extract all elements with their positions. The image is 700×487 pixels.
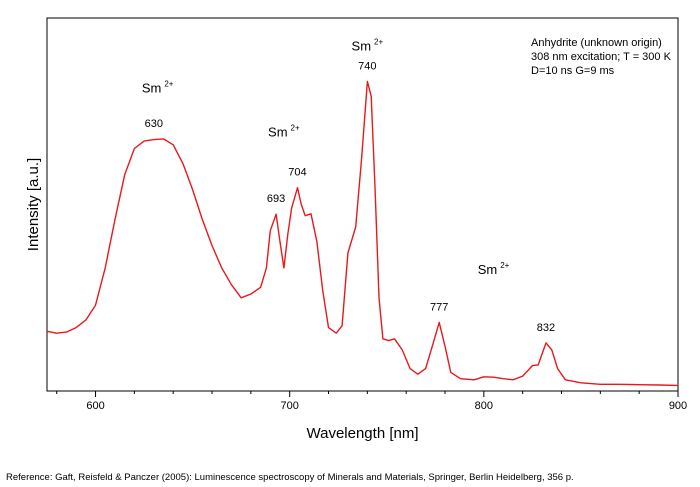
info-line: D=10 ns G=9 ms xyxy=(531,65,615,77)
peak-label: 630 xyxy=(145,118,163,130)
peak-label: 777 xyxy=(430,301,448,313)
ion-label: Sm 2+ xyxy=(268,124,300,140)
peak-label: 704 xyxy=(288,167,306,179)
peak-label: 740 xyxy=(358,60,376,72)
x-tick-label: 800 xyxy=(475,400,493,412)
peak-label: 832 xyxy=(537,322,555,334)
plot-frame xyxy=(46,17,679,392)
x-tick-label: 900 xyxy=(669,400,687,412)
x-tick-label: 700 xyxy=(281,400,299,412)
x-tick-label: 600 xyxy=(86,400,104,412)
spectrum-line xyxy=(46,80,679,387)
x-axis-title: Wavelength [nm] xyxy=(307,425,419,442)
info-line: Anhydrite (unknown origin) xyxy=(531,37,662,49)
y-axis-title: Intensity [a.u.] xyxy=(25,158,42,251)
reference-note: Reference: Gaft, Reisfeld & Panczer (200… xyxy=(6,472,574,483)
info-line: 308 nm excitation; T = 300 K xyxy=(531,51,672,63)
ion-label: Sm 2+ xyxy=(142,80,174,96)
ion-label: Sm 2+ xyxy=(478,261,510,277)
peak-label: 693 xyxy=(267,193,285,205)
ion-label: Sm 2+ xyxy=(352,37,384,53)
